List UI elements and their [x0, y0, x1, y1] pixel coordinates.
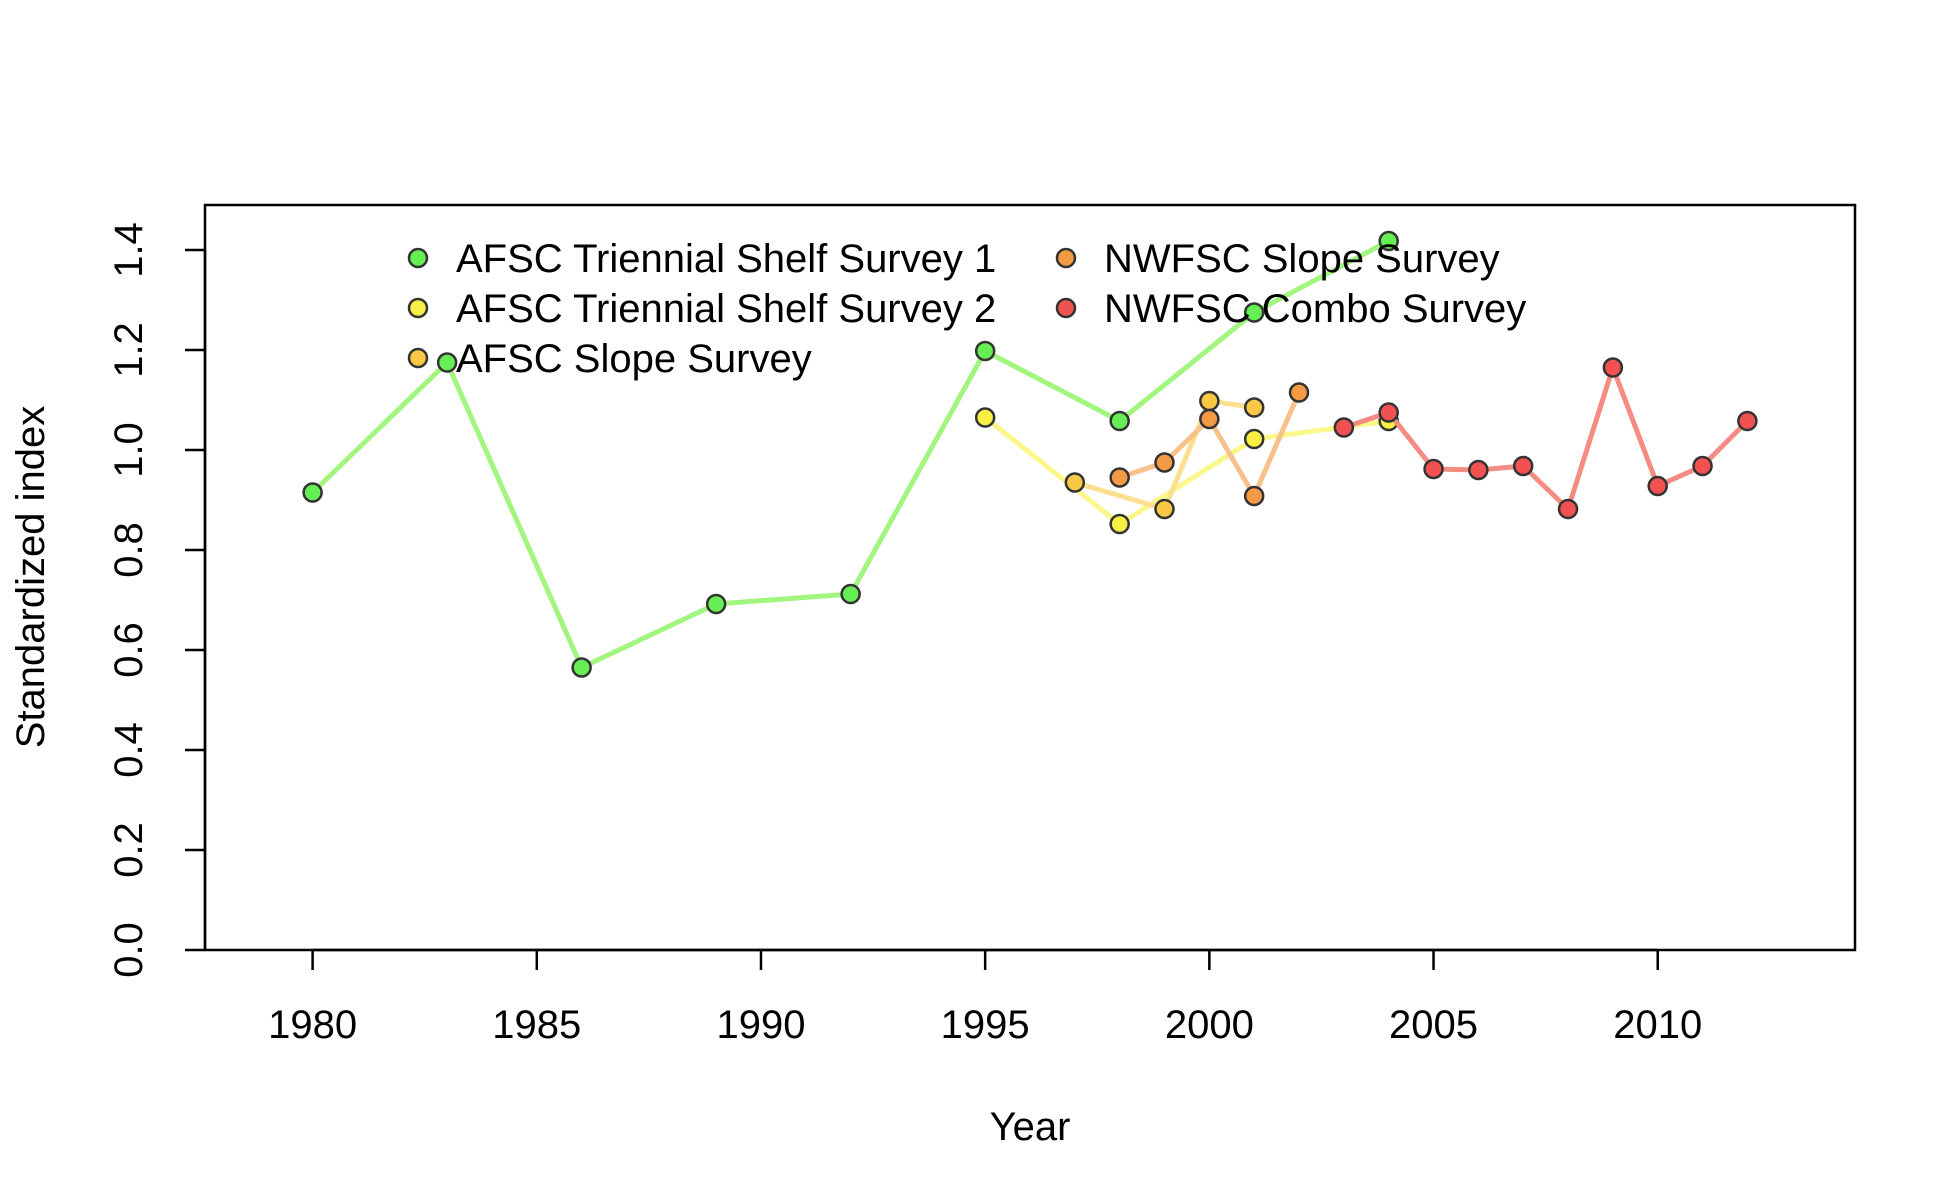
- data-point: [1154, 498, 1175, 520]
- x-tick-label: 1980: [268, 1003, 357, 1047]
- series-line: [1072, 398, 1257, 512]
- x-axis-title: Year: [990, 1105, 1071, 1149]
- legend: AFSC Triennial Shelf Survey 1 AFSC Trienn…: [407, 237, 1526, 381]
- x-tick-label: 1990: [716, 1003, 805, 1047]
- series-line: [982, 415, 1392, 527]
- series-3: [1064, 390, 1265, 520]
- y-tick-label: 0.8: [107, 522, 151, 578]
- data-point: [974, 407, 996, 428]
- data-point: [1647, 475, 1668, 497]
- y-tick-label: 0.6: [107, 622, 151, 678]
- data-point: [1378, 230, 1399, 252]
- data-point: [1557, 498, 1579, 520]
- data-point: [1109, 513, 1130, 535]
- data-point: [302, 482, 323, 503]
- data-point: [1243, 397, 1265, 418]
- series-4: [1109, 382, 1310, 507]
- data-point: [1243, 428, 1265, 450]
- data-point: [1288, 382, 1310, 403]
- data-point: [1423, 458, 1444, 480]
- legend-label: NWFSC Combo Survey: [1104, 287, 1526, 331]
- data-point: [974, 340, 996, 362]
- legend-label: AFSC Triennial Shelf Survey 1: [456, 237, 996, 281]
- legend-marker: [1055, 247, 1077, 269]
- data-point: [1199, 390, 1220, 412]
- x-tick-label: 2000: [1165, 1003, 1254, 1047]
- data-point: [1243, 302, 1265, 323]
- series-layer: [302, 230, 1758, 678]
- legend-item: AFSC Slope Survey: [407, 337, 812, 381]
- y-tick-label: 0.2: [107, 822, 151, 878]
- x-tick-label: 2005: [1389, 1003, 1478, 1047]
- data-point: [1064, 472, 1086, 493]
- legend-marker: [407, 247, 429, 269]
- y-tick-label: 1.4: [107, 222, 151, 278]
- y-tick-label: 0.4: [107, 722, 151, 778]
- data-point: [1333, 417, 1355, 438]
- y-axis-title: Standardized index: [9, 406, 53, 748]
- x-tick-label: 1995: [941, 1003, 1030, 1047]
- data-point: [1378, 402, 1399, 423]
- legend-marker: [407, 347, 429, 369]
- data-point: [1692, 455, 1713, 477]
- y-tick-label: 1.2: [107, 322, 151, 378]
- data-point: [705, 593, 727, 615]
- data-point: [1512, 455, 1534, 477]
- data-point: [1154, 452, 1175, 473]
- legend-marker: [407, 297, 429, 319]
- series-1: [302, 230, 1399, 678]
- y-tick-label: 0.0: [107, 922, 151, 978]
- legend-marker: [1055, 297, 1077, 319]
- data-point: [1737, 410, 1758, 432]
- legend-item: NWFSC Slope Survey: [1055, 237, 1500, 281]
- data-point: [1109, 410, 1130, 432]
- data-point: [436, 352, 458, 373]
- legend-label: NWFSC Slope Survey: [1104, 237, 1500, 281]
- data-point: [1468, 459, 1489, 481]
- axes: 1980 1985 1990 1995 2000 2005 2010 0.0 0.2 0.4 0.6…: [107, 222, 1702, 1047]
- data-point: [1243, 485, 1265, 507]
- data-point: [1109, 467, 1130, 488]
- x-tick-label: 2010: [1613, 1003, 1702, 1047]
- data-point: [1602, 357, 1624, 378]
- legend-item: AFSC Triennial Shelf Survey 1: [407, 237, 996, 281]
- legend-item: AFSC Triennial Shelf Survey 2: [407, 287, 996, 331]
- legend-label: AFSC Triennial Shelf Survey 2: [456, 287, 996, 331]
- data-point: [1199, 408, 1220, 430]
- legend-item: NWFSC Combo Survey: [1055, 287, 1526, 331]
- y-tick-label: 1.0: [107, 422, 151, 478]
- data-point: [571, 657, 592, 678]
- legend-label: AFSC Slope Survey: [456, 337, 812, 381]
- series-5: [1333, 357, 1758, 520]
- x-tick-label: 1985: [492, 1003, 581, 1047]
- series-line: [1341, 365, 1750, 512]
- data-point: [840, 583, 861, 605]
